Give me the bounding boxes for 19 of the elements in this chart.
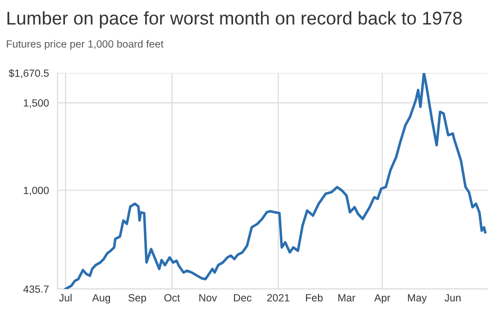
x-tick-label: Feb xyxy=(306,294,323,302)
x-tick-label: Jul xyxy=(59,294,72,302)
x-tick-label: Dec xyxy=(234,294,252,302)
x-tick-label: May xyxy=(408,294,427,304)
x-tick-label: Jun xyxy=(444,294,461,302)
x-tick-label: Apr xyxy=(374,294,390,304)
y-tick-label: 1,500 xyxy=(24,99,49,108)
x-tick-label: Oct xyxy=(164,294,180,302)
y-tick-label: 435.7 xyxy=(23,285,49,293)
y-tick-label: $1,670.5 xyxy=(8,69,49,78)
y-tick-label: 1,000 xyxy=(24,186,49,196)
x-tick-label: Sep xyxy=(128,294,146,304)
chart-title: Lumber on pace for worst month on record back to 1978 xyxy=(8,11,462,28)
x-tick-label: Mar xyxy=(338,294,356,302)
x-tick-label: Aug xyxy=(92,294,110,304)
x-tick-label: Nov xyxy=(199,294,217,302)
line-series xyxy=(64,72,486,289)
x-tick-label: 2021 xyxy=(267,294,290,302)
chart-subtitle: Futures price per 1,000 board feet xyxy=(6,40,164,50)
